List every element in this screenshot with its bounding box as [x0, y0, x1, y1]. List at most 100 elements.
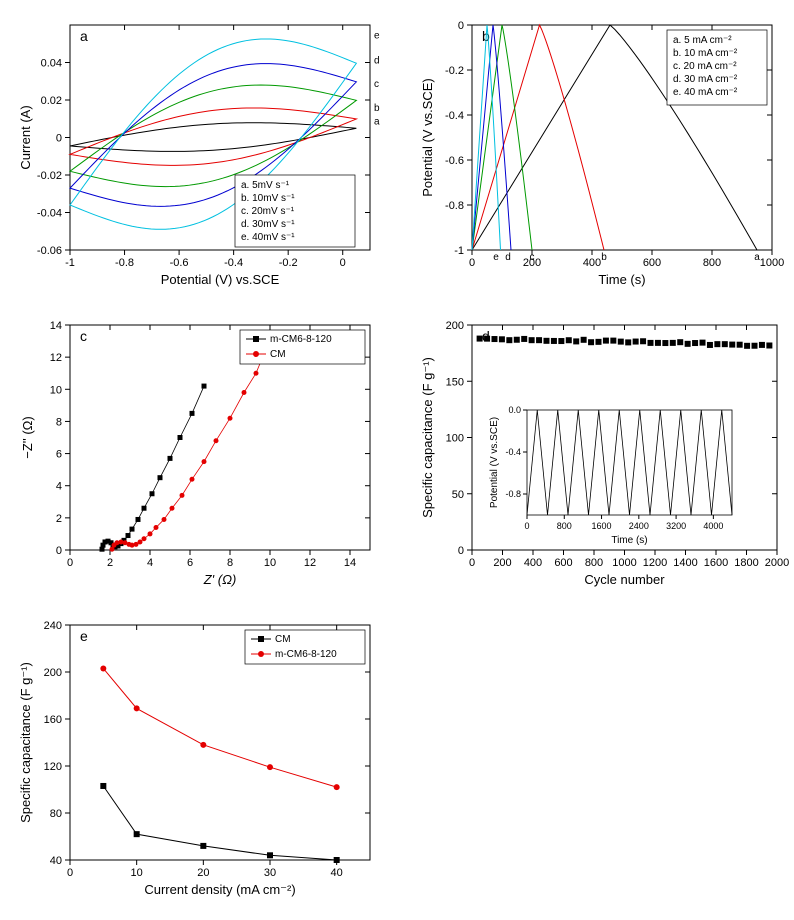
- svg-text:Potential (V vs.SCE): Potential (V vs.SCE): [489, 417, 500, 508]
- svg-text:3200: 3200: [666, 521, 686, 531]
- svg-text:-0.8: -0.8: [505, 489, 521, 499]
- svg-text:-0.6: -0.6: [170, 257, 189, 269]
- svg-text:6: 6: [56, 449, 62, 461]
- svg-text:30: 30: [264, 867, 276, 879]
- svg-text:40: 40: [331, 867, 343, 879]
- panel-d-svg: 0200400600800100012001400160018002000050…: [412, 310, 794, 600]
- svg-text:Time (s): Time (s): [598, 272, 645, 287]
- svg-text:80: 80: [50, 808, 62, 820]
- svg-text:10: 10: [131, 867, 143, 879]
- svg-text:0: 0: [56, 133, 62, 145]
- svg-text:10: 10: [50, 384, 62, 396]
- svg-text:0: 0: [67, 557, 73, 569]
- svg-text:400: 400: [524, 557, 542, 569]
- panel-a: -1-0.8-0.6-0.4-0.20-0.06-0.04-0.0200.020…: [10, 10, 402, 300]
- svg-text:Potential (V) vs.SCE: Potential (V) vs.SCE: [161, 272, 280, 287]
- svg-text:-0.04: -0.04: [37, 208, 62, 220]
- svg-text:800: 800: [557, 521, 572, 531]
- svg-text:1000: 1000: [760, 257, 784, 269]
- svg-text:10: 10: [264, 557, 276, 569]
- svg-text:20: 20: [197, 867, 209, 879]
- svg-text:Cycle number: Cycle number: [584, 572, 665, 587]
- svg-text:1800: 1800: [734, 557, 758, 569]
- svg-text:2400: 2400: [629, 521, 649, 531]
- svg-text:200: 200: [493, 557, 511, 569]
- svg-text:2000: 2000: [765, 557, 789, 569]
- svg-text:c: c: [374, 79, 379, 90]
- svg-text:b. 10 mA cm⁻²: b. 10 mA cm⁻²: [673, 48, 738, 59]
- svg-text:1400: 1400: [673, 557, 697, 569]
- svg-text:b. 10mV s⁻¹: b. 10mV s⁻¹: [241, 193, 295, 204]
- svg-text:-1: -1: [65, 257, 75, 269]
- svg-text:a: a: [80, 28, 88, 44]
- svg-text:c. 20 mA cm⁻²: c. 20 mA cm⁻²: [673, 61, 737, 72]
- svg-text:0.04: 0.04: [41, 58, 62, 70]
- svg-text:2: 2: [56, 513, 62, 525]
- svg-text:50: 50: [452, 489, 464, 501]
- svg-text:1600: 1600: [704, 557, 728, 569]
- svg-text:e: e: [80, 628, 88, 644]
- svg-text:b: b: [601, 252, 607, 263]
- svg-text:4: 4: [147, 557, 153, 569]
- svg-text:160: 160: [44, 714, 62, 726]
- svg-text:40: 40: [50, 855, 62, 867]
- svg-text:0: 0: [340, 257, 346, 269]
- svg-text:c: c: [80, 328, 87, 344]
- svg-text:4: 4: [56, 481, 62, 493]
- panel-b-svg: 02004006008001000-1-0.8-0.6-0.4-0.20Time…: [412, 10, 794, 300]
- svg-text:d: d: [505, 252, 511, 263]
- svg-text:Time (s): Time (s): [611, 535, 647, 546]
- svg-text:c: c: [530, 252, 535, 263]
- svg-text:-0.2: -0.2: [445, 65, 464, 77]
- svg-text:e. 40mV s⁻¹: e. 40mV s⁻¹: [241, 232, 295, 243]
- svg-text:e. 40 mA cm⁻²: e. 40 mA cm⁻²: [673, 87, 738, 98]
- svg-text:m-CM6-8-120: m-CM6-8-120: [270, 334, 332, 345]
- svg-text:0: 0: [67, 867, 73, 879]
- svg-text:4000: 4000: [703, 521, 723, 531]
- svg-text:Specific capacitance (F g⁻¹): Specific capacitance (F g⁻¹): [420, 357, 435, 518]
- svg-text:2: 2: [107, 557, 113, 569]
- svg-text:14: 14: [344, 557, 356, 569]
- svg-text:-1: -1: [454, 245, 464, 257]
- svg-text:240: 240: [44, 620, 62, 632]
- svg-text:8: 8: [227, 557, 233, 569]
- svg-text:0: 0: [469, 557, 475, 569]
- svg-text:Specific capacitance (F g⁻¹): Specific capacitance (F g⁻¹): [18, 662, 33, 823]
- svg-text:6: 6: [187, 557, 193, 569]
- svg-text:a: a: [754, 252, 760, 263]
- svg-text:12: 12: [50, 352, 62, 364]
- svg-text:-0.2: -0.2: [279, 257, 298, 269]
- svg-text:CM: CM: [275, 634, 291, 645]
- svg-text:0: 0: [458, 20, 464, 32]
- svg-text:Z' (Ω): Z' (Ω): [203, 572, 237, 587]
- svg-text:−Z'' (Ω): −Z'' (Ω): [20, 416, 35, 459]
- svg-text:d. 30mV s⁻¹: d. 30mV s⁻¹: [241, 219, 295, 230]
- svg-text:100: 100: [446, 433, 464, 445]
- svg-text:d. 30 mA cm⁻²: d. 30 mA cm⁻²: [673, 74, 738, 85]
- svg-text:-0.4: -0.4: [224, 257, 243, 269]
- svg-text:a. 5 mA cm⁻²: a. 5 mA cm⁻²: [673, 35, 732, 46]
- panel-e-svg: 0102030404080120160200240Current density…: [10, 610, 397, 910]
- svg-text:-0.06: -0.06: [37, 245, 62, 257]
- svg-text:200: 200: [44, 667, 62, 679]
- svg-text:d: d: [374, 55, 380, 66]
- svg-text:Current (A): Current (A): [18, 105, 33, 169]
- svg-text:200: 200: [446, 320, 464, 332]
- svg-text:600: 600: [554, 557, 572, 569]
- panel-d: 0200400600800100012001400160018002000050…: [412, 310, 794, 600]
- svg-text:400: 400: [583, 257, 601, 269]
- svg-text:e: e: [493, 252, 499, 263]
- svg-text:a. 5mV s⁻¹: a. 5mV s⁻¹: [241, 180, 290, 191]
- svg-text:-0.02: -0.02: [37, 170, 62, 182]
- panel-c: 0246810121402468101214Z' (Ω)−Z'' (Ω)cm-C…: [10, 310, 402, 600]
- svg-text:14: 14: [50, 320, 62, 332]
- svg-text:150: 150: [446, 376, 464, 388]
- svg-text:Current density (mA cm⁻²): Current density (mA cm⁻²): [144, 882, 295, 897]
- svg-text:-0.4: -0.4: [445, 110, 464, 122]
- svg-text:0: 0: [56, 545, 62, 557]
- svg-text:800: 800: [703, 257, 721, 269]
- panel-b: 02004006008001000-1-0.8-0.6-0.4-0.20Time…: [412, 10, 794, 300]
- svg-text:m-CM6-8-120: m-CM6-8-120: [275, 649, 337, 660]
- svg-text:0: 0: [524, 521, 529, 531]
- svg-text:0.02: 0.02: [41, 95, 62, 107]
